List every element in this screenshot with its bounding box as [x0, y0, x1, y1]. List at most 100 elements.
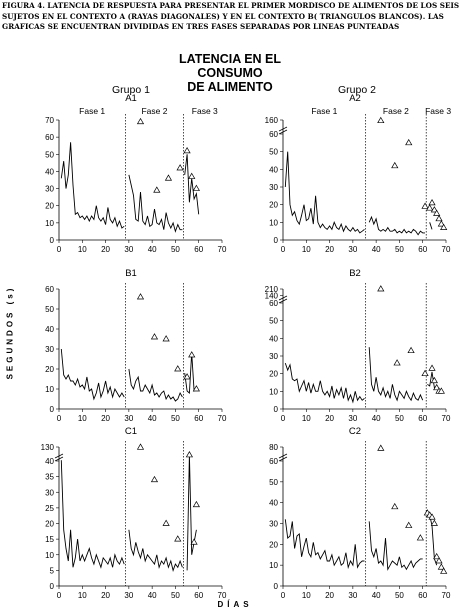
- x-tick-label: 30: [124, 591, 133, 600]
- context-a-line: [60, 348, 125, 401]
- figure-title-line2: DE ALIMENTO: [187, 80, 273, 94]
- x-tick-label: 20: [101, 414, 110, 423]
- x-tick-label: 10: [302, 414, 311, 423]
- y-tick-label: 20: [45, 365, 54, 374]
- context-b-triangle: [377, 285, 385, 292]
- x-tick-label: 20: [325, 591, 334, 600]
- context-b-triangle: [190, 538, 198, 545]
- y-tick-label: 20: [269, 201, 278, 210]
- y-tick-label: 0: [50, 236, 55, 245]
- x-tick-label: 10: [78, 414, 87, 423]
- context-b-triangle: [162, 335, 170, 342]
- context-b-triangle: [164, 174, 173, 181]
- context-b-triangle: [426, 204, 434, 211]
- panel-title-c2: C2: [349, 426, 361, 437]
- x-tick-label: 50: [395, 591, 404, 600]
- context-b-triangle: [435, 557, 443, 564]
- context-b-triangle: [430, 519, 438, 526]
- y-tick-label: 20: [269, 540, 278, 549]
- y-tick-label: 130: [41, 443, 55, 452]
- context-a-line: [184, 154, 200, 215]
- context-b-triangle: [430, 206, 438, 213]
- phase-label: Fase 3: [425, 106, 451, 116]
- context-b-triangle: [440, 223, 448, 230]
- context-b-triangle: [377, 444, 385, 451]
- context-a-line: [128, 368, 183, 402]
- y-tick-label: 40: [45, 167, 54, 176]
- x-tick-label: 20: [101, 245, 110, 254]
- context-a-line: [368, 347, 424, 402]
- context-b-triangle: [433, 552, 441, 560]
- context-b-triangle: [428, 198, 436, 206]
- x-tick-label: 30: [348, 245, 357, 254]
- context-b-triangle: [188, 172, 196, 179]
- x-tick-label: 60: [194, 245, 203, 254]
- x-tick-label: 0: [281, 591, 286, 600]
- axis-break-mark: [278, 126, 288, 135]
- context-a-line: [128, 529, 183, 572]
- context-b-triangle: [421, 202, 429, 209]
- y-tick-label: 40: [269, 499, 278, 508]
- context-a-line: [128, 174, 183, 233]
- context-b-triangle: [437, 387, 445, 394]
- y-tick-label: 30: [269, 352, 278, 361]
- x-tick-label: 30: [348, 414, 357, 423]
- context-a-line: [186, 454, 197, 571]
- context-b-triangle: [174, 535, 182, 542]
- y-tick-label: 0: [274, 405, 279, 414]
- y-tick-label: 140: [265, 292, 279, 301]
- panel-a2: A2 0 10 20 30 40 50 60 160 0 10 20 30 40 50 60 70 Fase 1 F…: [265, 93, 452, 254]
- context-b-triangle: [421, 369, 429, 377]
- panel-title-a1: A1: [125, 93, 137, 104]
- context-b-triangle: [185, 451, 194, 458]
- x-tick-label: 30: [348, 591, 357, 600]
- panel-c1: C1 0 5 10 15 20 25 30 35 40 130 0 10 20 30 40 50 60 70: [41, 426, 227, 600]
- phase-label: Fase 1: [79, 106, 105, 116]
- y-tick-label: 0: [274, 582, 279, 591]
- context-b-triangle: [174, 365, 182, 372]
- context-a-line: [284, 519, 365, 570]
- x-tick-label: 10: [302, 245, 311, 254]
- y-tick-label: 10: [45, 385, 54, 394]
- figure-caption: FIGURA 4. LATENCIA DE RESPUESTA PARA PRE…: [2, 1, 460, 31]
- context-b-triangle: [428, 364, 436, 371]
- context-b-triangle: [405, 521, 413, 528]
- figure-title: LATENCIA EN EL CONSUMO DE ALIMENTO: [150, 52, 310, 94]
- panel-b1: B1 0 10 20 30 40 50 60 0 10 20 30 40 50 60 70: [45, 268, 227, 423]
- y-tick-label: 5: [50, 566, 55, 575]
- context-a-line: [60, 460, 125, 569]
- y-tick-label: 60: [269, 457, 278, 466]
- context-b-triangle: [183, 373, 191, 380]
- y-tick-label: 0: [274, 236, 279, 245]
- y-tick-label: 30: [45, 488, 54, 497]
- x-tick-label: 70: [442, 414, 451, 423]
- x-tick-label: 20: [101, 591, 110, 600]
- y-tick-label: 70: [45, 116, 54, 125]
- context-b-triangle: [188, 351, 196, 358]
- axis-break-mark: [54, 453, 64, 462]
- y-tick-label: 20: [45, 202, 54, 211]
- context-b-triangle: [437, 220, 445, 227]
- panel-title-c1: C1: [125, 426, 137, 437]
- y-tick-label: 15: [45, 535, 54, 544]
- context-b-triangle: [162, 519, 170, 526]
- x-tick-label: 50: [171, 591, 180, 600]
- group2-title: Grupo 2: [338, 84, 376, 96]
- y-tick-label: 40: [45, 325, 54, 334]
- context-b-triangle: [437, 563, 445, 570]
- context-b-triangle: [377, 116, 385, 124]
- panel-title-b2: B2: [349, 268, 361, 279]
- y-tick-label: 50: [45, 150, 54, 159]
- x-tick-label: 60: [418, 414, 427, 423]
- x-tick-label: 20: [325, 245, 334, 254]
- x-tick-label: 60: [418, 591, 427, 600]
- y-tick-label: 50: [269, 148, 278, 157]
- y-tick-label: 40: [269, 165, 278, 174]
- context-b-triangle: [192, 184, 200, 191]
- y-tick-label: 10: [269, 387, 278, 396]
- x-tick-label: 40: [372, 591, 381, 600]
- context-b-triangle: [428, 513, 436, 520]
- y-tick-label: 40: [45, 457, 54, 466]
- context-b-triangle: [435, 214, 443, 222]
